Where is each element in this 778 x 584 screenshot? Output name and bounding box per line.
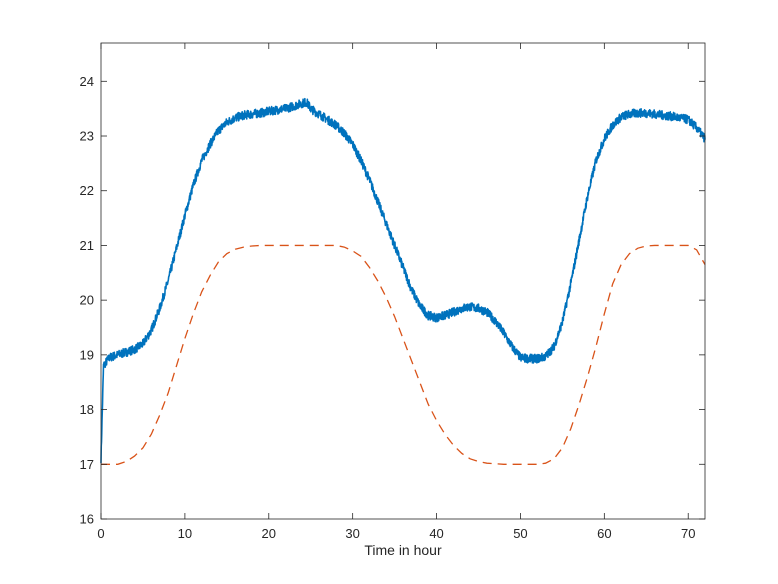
- series-layer: [100, 97, 706, 465]
- y-tick-label: 21: [80, 238, 94, 253]
- x-tick-label: 20: [262, 526, 276, 541]
- x-tick-label: 0: [97, 526, 104, 541]
- plot-frame: [100, 42, 706, 520]
- x-tick-label: 60: [597, 526, 611, 541]
- x-tick-label: 40: [429, 526, 443, 541]
- tick-layer: 0 10 20 30 40 50 60 70 16 17 18 19 20 21 22 23 24: [80, 43, 705, 541]
- x-tick-label: 30: [345, 526, 359, 541]
- y-tick-label: 24: [80, 74, 94, 89]
- plot-area: [101, 43, 705, 519]
- x-axis-label: Time in hour: [364, 542, 442, 558]
- y-tick-label: 18: [80, 402, 94, 417]
- x-tick-label: 10: [178, 526, 192, 541]
- series-line-setpoint: [101, 244, 706, 465]
- y-tick-label: 22: [80, 183, 94, 198]
- x-tick-label: 70: [681, 526, 695, 541]
- y-tick-label: 19: [80, 347, 94, 362]
- x-tick-label: 50: [513, 526, 527, 541]
- y-tick-label: 17: [80, 457, 94, 472]
- series-line-measured: [100, 97, 706, 464]
- y-tick-label: 23: [80, 129, 94, 144]
- y-tick-label: 16: [80, 512, 94, 527]
- y-tick-label: 20: [80, 293, 94, 308]
